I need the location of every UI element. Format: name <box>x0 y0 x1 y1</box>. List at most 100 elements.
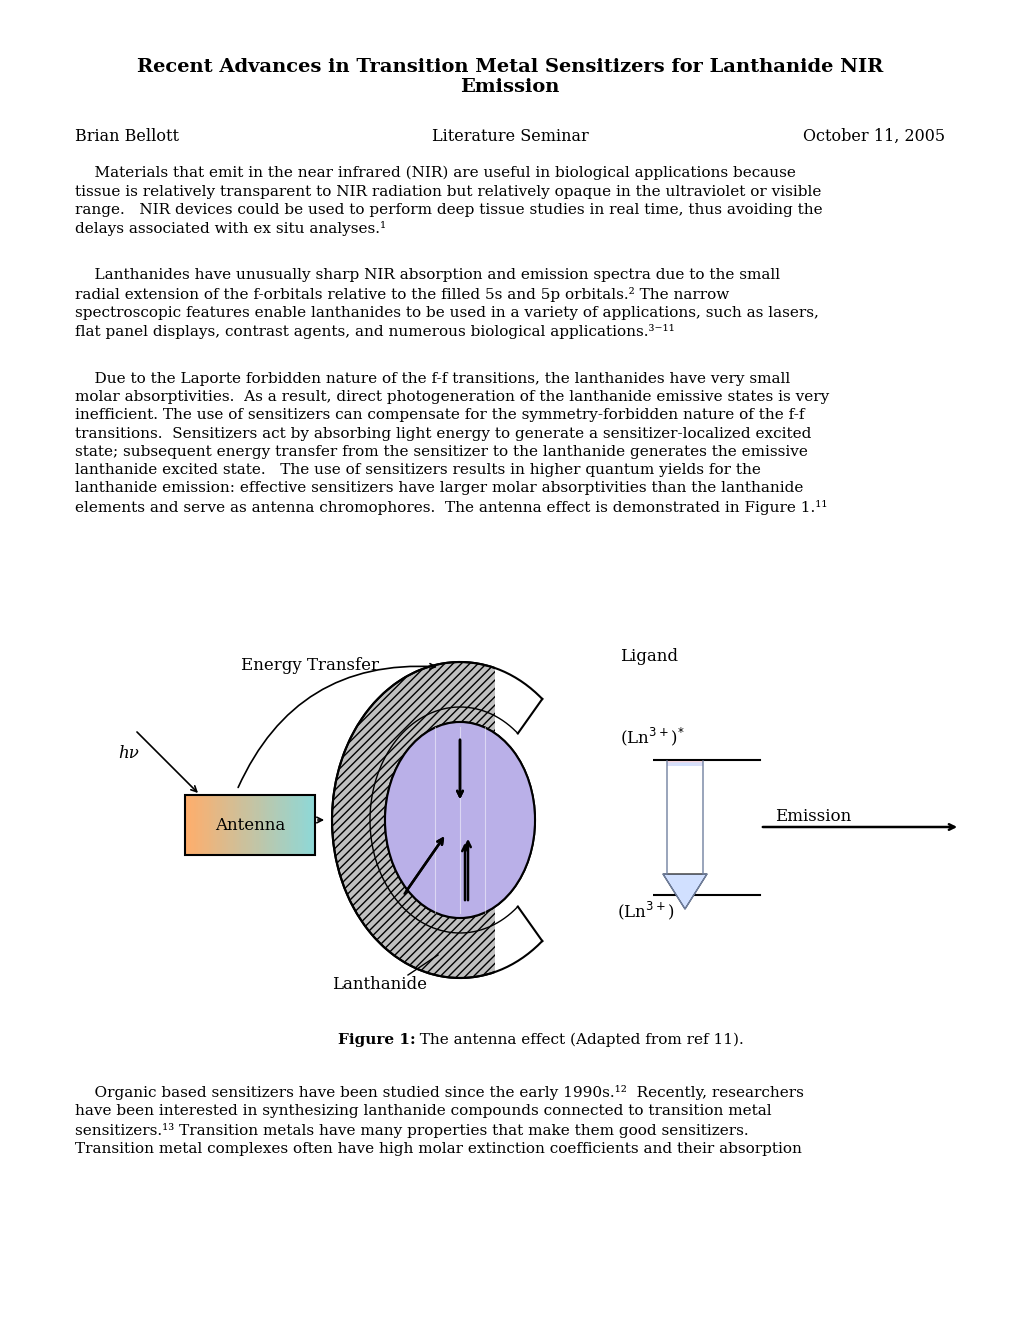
Bar <box>674 763 695 766</box>
Bar <box>198 795 201 855</box>
Bar <box>494 657 652 983</box>
Bar <box>306 795 309 855</box>
Text: October 11, 2005: October 11, 2005 <box>802 128 944 145</box>
Text: Brian Bellott: Brian Bellott <box>75 128 178 145</box>
Bar <box>209 795 211 855</box>
Bar <box>219 795 222 855</box>
Bar <box>666 762 702 764</box>
Text: Recent Advances in Transition Metal Sensitizers for Lanthanide NIR: Recent Advances in Transition Metal Sens… <box>137 58 882 77</box>
Bar <box>211 795 213 855</box>
Bar <box>232 795 235 855</box>
Ellipse shape <box>331 663 587 978</box>
Bar <box>666 762 702 766</box>
Bar <box>192 795 194 855</box>
Bar <box>666 762 702 764</box>
Bar <box>682 763 688 767</box>
Bar <box>224 795 226 855</box>
Bar <box>666 762 702 766</box>
Polygon shape <box>662 874 706 909</box>
Bar <box>226 795 228 855</box>
Text: Figure 1:: Figure 1: <box>337 1034 415 1047</box>
Bar <box>280 795 282 855</box>
Bar <box>666 763 702 766</box>
Bar <box>666 763 702 766</box>
Bar <box>666 762 702 764</box>
Bar <box>263 795 265 855</box>
Bar <box>308 795 311 855</box>
Bar <box>250 795 253 855</box>
Bar <box>666 762 702 766</box>
Bar <box>273 795 276 855</box>
Text: Antenna: Antenna <box>215 817 285 833</box>
Bar <box>666 763 702 766</box>
Bar <box>673 763 696 766</box>
Bar <box>269 795 272 855</box>
Bar <box>278 795 280 855</box>
Bar <box>683 763 686 767</box>
Bar <box>676 763 693 766</box>
Bar <box>184 795 187 855</box>
Bar <box>666 762 702 766</box>
Bar <box>666 762 702 764</box>
Bar <box>265 795 268 855</box>
Bar <box>234 795 237 855</box>
Bar <box>666 762 702 764</box>
Bar <box>304 795 307 855</box>
Bar <box>246 795 248 855</box>
Bar <box>186 795 190 855</box>
Bar <box>666 762 702 764</box>
Bar <box>236 795 239 855</box>
Bar <box>666 763 702 766</box>
Bar <box>666 763 702 766</box>
Bar <box>282 795 285 855</box>
Bar <box>286 795 289 855</box>
Bar <box>666 762 702 766</box>
Bar <box>666 763 702 766</box>
Bar <box>666 762 702 766</box>
Bar <box>293 795 296 855</box>
Bar <box>238 795 242 855</box>
Bar <box>666 762 702 766</box>
Bar <box>217 795 220 855</box>
Bar <box>666 763 702 766</box>
Bar <box>204 795 207 855</box>
Bar <box>666 762 702 764</box>
Bar <box>666 762 702 766</box>
Bar <box>666 763 702 766</box>
Bar <box>313 795 315 855</box>
Bar <box>666 763 702 766</box>
Bar <box>290 795 293 855</box>
Bar <box>298 795 300 855</box>
Bar <box>666 762 702 764</box>
Bar <box>271 795 274 855</box>
Bar <box>677 763 692 766</box>
Bar <box>230 795 233 855</box>
Ellipse shape <box>384 722 535 917</box>
Bar <box>300 795 303 855</box>
Text: Emission: Emission <box>774 808 851 825</box>
Bar <box>666 762 702 766</box>
Bar <box>666 762 702 764</box>
Bar <box>252 795 255 855</box>
Bar <box>202 795 205 855</box>
Bar <box>288 795 291 855</box>
Text: Lanthanides have unusually sharp NIR absorption and emission spectra due to the : Lanthanides have unusually sharp NIR abs… <box>75 268 818 339</box>
Bar <box>666 762 702 764</box>
Bar <box>256 795 259 855</box>
Bar <box>666 762 702 766</box>
Bar <box>669 763 699 766</box>
Bar <box>679 763 690 767</box>
Bar <box>666 763 702 766</box>
Text: Literature Seminar: Literature Seminar <box>431 128 588 145</box>
Bar <box>221 795 224 855</box>
Bar <box>190 795 192 855</box>
Bar <box>666 763 702 766</box>
Bar <box>666 762 702 764</box>
Bar <box>244 795 246 855</box>
Text: Lanthanide: Lanthanide <box>332 975 427 993</box>
Bar <box>666 762 702 764</box>
Bar <box>666 762 702 764</box>
Text: (Ln$^{3+}$)$^{*}$: (Ln$^{3+}$)$^{*}$ <box>620 726 684 748</box>
Bar <box>194 795 196 855</box>
Text: The antenna effect (Adapted from ref 11).: The antenna effect (Adapted from ref 11)… <box>410 1034 743 1047</box>
